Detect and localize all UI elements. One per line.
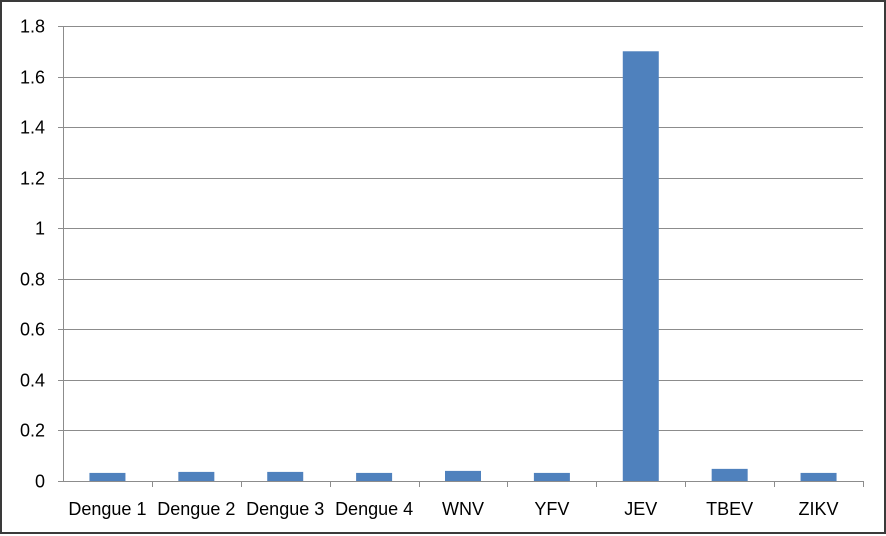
- x-tick-label: Dengue 3: [246, 499, 324, 519]
- bar-yfv: [533, 472, 570, 481]
- x-tick-label: YFV: [534, 499, 569, 519]
- y-tick-labels: 0 0.2 0.4 0.6 0.8 1 1.2 1.4 1.6 1.8: [20, 17, 45, 492]
- y-tick-label: 1.8: [20, 17, 45, 37]
- bar-dengue-1: [89, 472, 126, 481]
- x-tick-label: WNV: [442, 499, 484, 519]
- y-tick-label: 1.2: [20, 169, 45, 189]
- axes: [58, 26, 864, 487]
- bar-zikv: [800, 472, 837, 481]
- x-tick-labels: Dengue 1 Dengue 2 Dengue 3 Dengue 4 WNV YFV JE…: [68, 499, 838, 519]
- bar-dengue-4: [356, 472, 393, 481]
- bar-jev: [622, 51, 659, 482]
- y-tick-label: 0.6: [20, 320, 45, 340]
- x-tick-label: Dengue 2: [157, 499, 235, 519]
- y-tick-label: 0.4: [20, 371, 45, 391]
- y-tick-label: 0.8: [20, 270, 45, 290]
- x-tick-label: Dengue 1: [68, 499, 146, 519]
- y-tick-label: 1.6: [20, 68, 45, 88]
- x-tick-label: Dengue 4: [335, 499, 413, 519]
- y-tick-label: 1: [35, 219, 45, 239]
- bar-dengue-3: [267, 471, 304, 481]
- y-tick-label: 1.4: [20, 118, 45, 138]
- bar-dengue-2: [178, 471, 215, 481]
- bars: [89, 51, 837, 482]
- gridlines: [63, 26, 863, 431]
- x-tick-label: JEV: [624, 499, 657, 519]
- bar-tbev: [711, 468, 748, 481]
- y-tick-label: 0.2: [20, 421, 45, 441]
- x-tick-label: ZIKV: [799, 499, 839, 519]
- y-tick-label: 0: [35, 472, 45, 492]
- x-tick-label: TBEV: [706, 499, 753, 519]
- bar-wnv: [445, 470, 481, 481]
